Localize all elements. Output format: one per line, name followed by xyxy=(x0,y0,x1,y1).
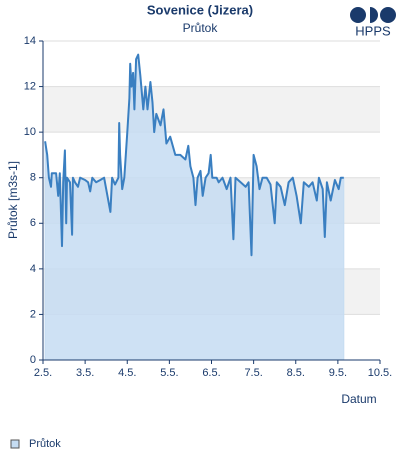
y-tick-label: 0 xyxy=(30,354,36,366)
x-tick-label: 6.5. xyxy=(202,367,220,379)
y-tick-label: 2 xyxy=(30,308,36,320)
y-tick-label: 10 xyxy=(24,126,36,138)
y-axis-label: Průtok [m3s-1] xyxy=(6,161,20,239)
y-tick-label: 14 xyxy=(24,35,36,47)
x-tick-label: 5.5. xyxy=(160,367,178,379)
x-tick-label: 2.5. xyxy=(34,367,52,379)
legend-swatch xyxy=(10,439,20,449)
x-tick-label: 8.5. xyxy=(287,367,305,379)
chart-title: Sovenice (Jizera) xyxy=(147,2,253,17)
x-axis-label: Datum xyxy=(341,392,376,406)
x-tick-label: 4.5. xyxy=(118,367,136,379)
y-tick-label: 12 xyxy=(24,80,36,92)
grid-band xyxy=(43,86,380,133)
chart-subtitle: Průtok xyxy=(183,21,219,35)
line xyxy=(44,53,344,257)
x-tick-label: 9.5. xyxy=(329,367,347,379)
logo: HPPS xyxy=(350,7,396,38)
legend-label: Průtok xyxy=(29,438,61,450)
x-tick-label: 3.5. xyxy=(76,367,94,379)
y-tick-label: 6 xyxy=(30,217,36,229)
y-tick-label: 4 xyxy=(30,263,36,275)
y-tick-label: 8 xyxy=(30,172,36,184)
x-tick-label: 7.5. xyxy=(244,367,262,379)
logo-text: HPPS xyxy=(355,23,391,38)
x-tick-label: 10.5. xyxy=(368,367,392,379)
